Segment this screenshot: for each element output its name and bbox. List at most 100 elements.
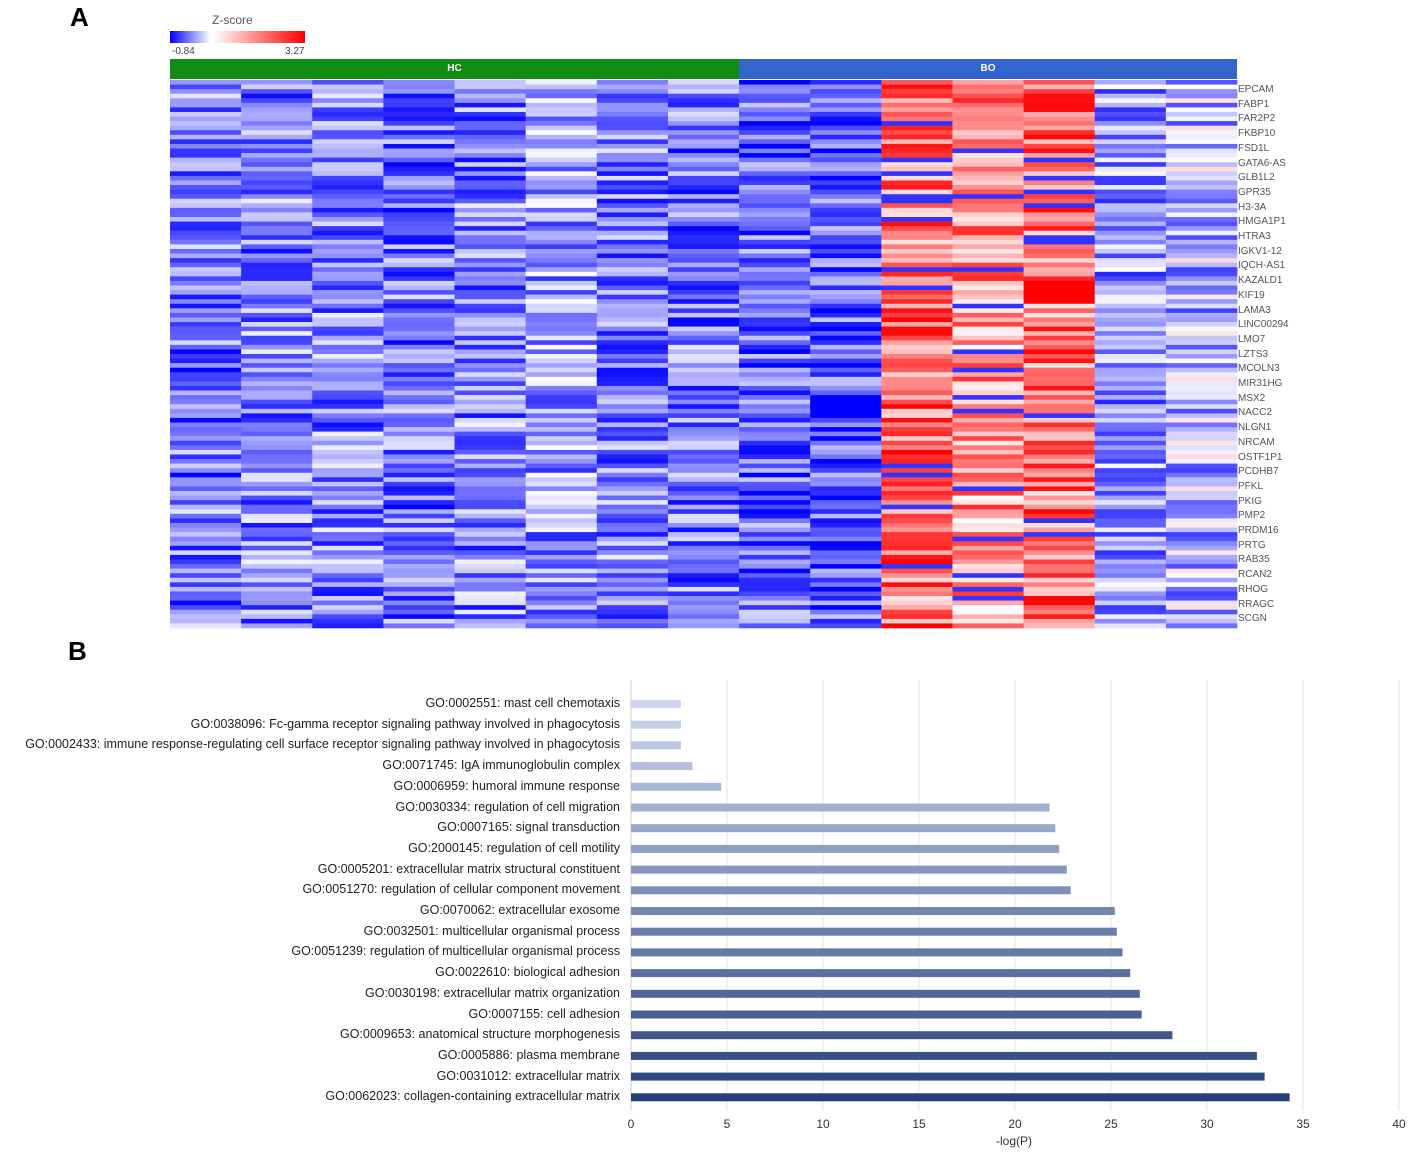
heatmap-cell (1023, 609, 1096, 615)
heatmap-cell (1165, 93, 1238, 99)
heatmap-cell (525, 294, 598, 300)
heatmap-cell (525, 486, 598, 492)
bar (631, 907, 1115, 915)
bar (631, 824, 1056, 833)
heatmap-cell (241, 600, 313, 606)
heatmap-cell (881, 504, 953, 510)
heatmap-cell (667, 285, 740, 291)
heatmap-cell (312, 308, 384, 314)
heatmap-cell (667, 143, 740, 149)
heatmap-cell (667, 203, 740, 209)
heatmap-cell (952, 463, 1024, 469)
heatmap-cell (881, 573, 953, 579)
heatmap-cell (881, 358, 953, 364)
heatmap-cell (881, 326, 953, 332)
heatmap-cell (810, 372, 882, 378)
heatmap-cell (383, 468, 455, 474)
heatmap-cell (312, 596, 384, 601)
heatmap-cell (312, 518, 384, 524)
heatmap-cell (952, 221, 1024, 227)
heatmap-cell (1023, 212, 1096, 218)
heatmap-cell (1165, 308, 1238, 314)
heatmap-cell (170, 303, 242, 309)
heatmap-cell (1094, 500, 1167, 505)
heatmap-cell (739, 454, 811, 460)
heatmap-cell (1165, 153, 1238, 158)
heatmap-cell (810, 623, 882, 629)
gene-label: NRCAM (1238, 436, 1275, 448)
heatmap-cell (241, 166, 313, 172)
heatmap-cell (1023, 125, 1096, 131)
heatmap-cell (241, 230, 313, 236)
heatmap-cell (667, 518, 740, 524)
heatmap-cell (739, 390, 811, 396)
heatmap-cell (1094, 609, 1167, 615)
heatmap-cell (1023, 600, 1096, 606)
heatmap-cell (383, 609, 455, 615)
heatmap-cell (881, 294, 953, 300)
heatmap-cell (739, 372, 811, 378)
group-header-hc: HC (170, 59, 739, 79)
heatmap-cell (1094, 253, 1167, 259)
heatmap-cell (667, 399, 740, 405)
heatmap-cell (525, 481, 598, 487)
heatmap-cell (312, 116, 384, 122)
heatmap-cell (170, 235, 242, 241)
heatmap-cell (312, 413, 384, 419)
heatmap-cell (1094, 203, 1167, 209)
heatmap-cell (170, 436, 242, 442)
heatmap-cell (525, 586, 598, 592)
heatmap-cell (241, 111, 313, 117)
heatmap-cell (525, 285, 598, 291)
heatmap-cell (952, 564, 1024, 569)
heatmap-cell (241, 395, 313, 400)
heatmap-cell (1023, 107, 1096, 113)
heatmap-cell (881, 536, 953, 542)
heatmap-cell (810, 596, 882, 601)
heatmap-cell (170, 527, 242, 533)
heatmap-cell (312, 500, 384, 505)
heatmap-cell (739, 463, 811, 469)
heatmap-cell (739, 312, 811, 318)
heatmap-cell (1023, 513, 1096, 519)
heatmap-cell (241, 459, 313, 464)
heatmap-cell (454, 271, 527, 277)
heatmap-cell (241, 381, 313, 387)
x-tick-label: 5 (724, 1117, 731, 1131)
heatmap-cell (170, 609, 242, 615)
heatmap-cell (525, 280, 598, 286)
heatmap-cell (881, 568, 953, 574)
heatmap-cell (739, 248, 811, 254)
heatmap-cell (454, 312, 527, 318)
heatmap-cell (312, 449, 384, 455)
heatmap-cell (739, 436, 811, 442)
heatmap-cell (596, 299, 669, 305)
go-term-label: GO:0051239: regulation of multicellular … (291, 944, 620, 959)
heatmap-cell (241, 477, 313, 483)
gene-label: EPCAM (1238, 84, 1274, 95)
heatmap-cell (312, 577, 384, 583)
heatmap-cell (170, 248, 242, 254)
heatmap-cell (170, 207, 242, 213)
heatmap-cell (170, 116, 242, 122)
heatmap-cell (596, 171, 669, 177)
heatmap-cell (383, 518, 455, 524)
heatmap-cell (241, 162, 313, 168)
heatmap-cell (952, 248, 1024, 254)
heatmap-cell (525, 189, 598, 195)
heatmap-cell (596, 454, 669, 460)
heatmap-cell (596, 564, 669, 569)
heatmap-cell (739, 226, 811, 231)
heatmap-cell (1023, 509, 1096, 515)
heatmap-cell (667, 440, 740, 446)
heatmap-cell (383, 564, 455, 569)
heatmap-cell (312, 221, 384, 227)
heatmap-cell (170, 294, 242, 300)
heatmap-cell (170, 226, 242, 231)
heatmap-cell (1165, 121, 1238, 126)
heatmap-cell (810, 317, 882, 323)
heatmap-cell (170, 509, 242, 515)
heatmap-cell (667, 390, 740, 396)
heatmap-cell (1094, 573, 1167, 579)
heatmap-cell (383, 577, 455, 583)
